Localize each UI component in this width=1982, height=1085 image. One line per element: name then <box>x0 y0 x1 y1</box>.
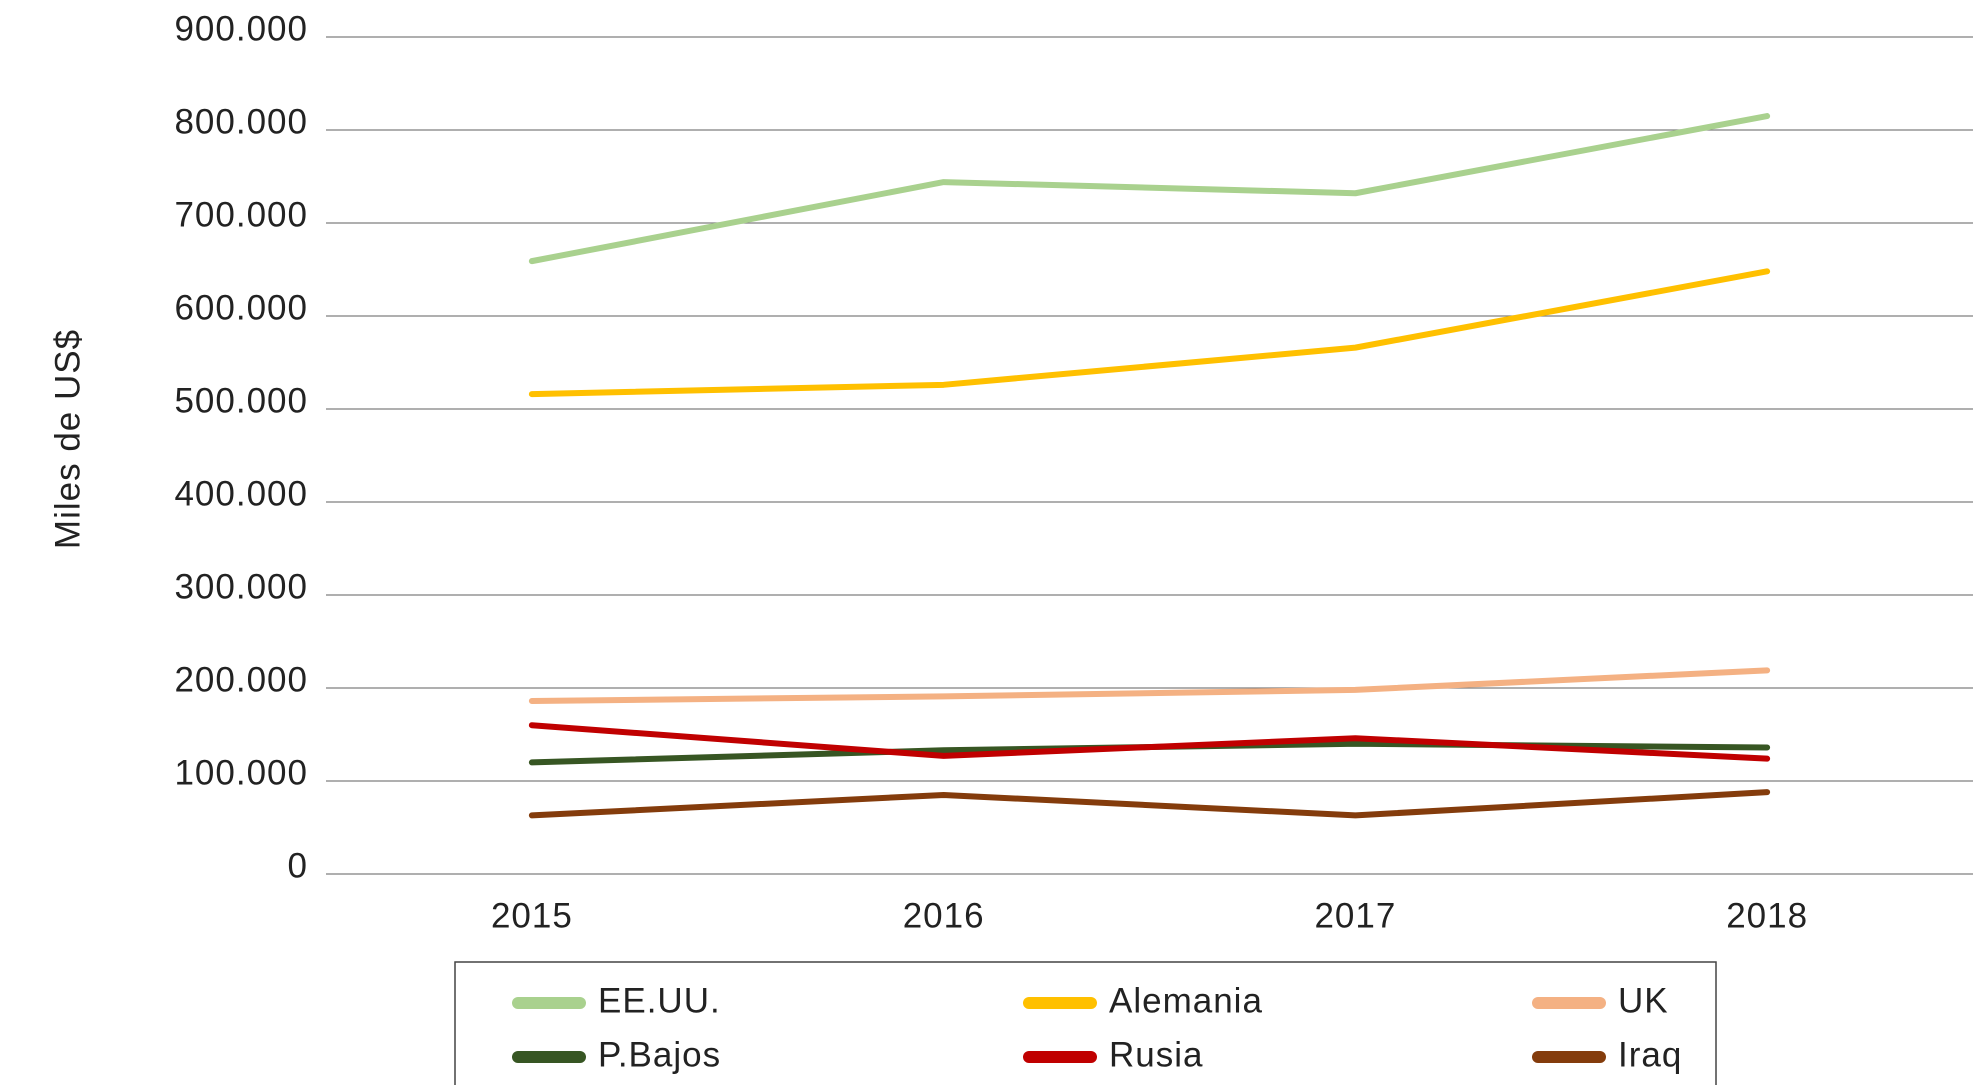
legend-label: P.Bajos <box>598 1035 721 1074</box>
legend-label: Iraq <box>1618 1035 1682 1074</box>
series-line <box>528 667 1771 705</box>
legend-label: EE.UU. <box>598 981 721 1020</box>
series-line <box>528 268 1771 398</box>
y-tick-label: 800.000 <box>174 102 308 141</box>
x-tick-label: 2017 <box>1314 896 1396 935</box>
y-tick-label: 300.000 <box>174 567 308 606</box>
y-tick-label: 400.000 <box>174 474 308 513</box>
x-tick-label: 2018 <box>1726 896 1808 935</box>
y-tick-label: 900.000 <box>174 9 308 48</box>
series-line <box>528 789 1771 819</box>
legend-label: Rusia <box>1109 1035 1203 1074</box>
y-tick-label: 600.000 <box>174 288 308 327</box>
y-tick-label: 0 <box>288 846 308 885</box>
y-tick-label: 100.000 <box>174 753 308 792</box>
legend-label: UK <box>1618 981 1669 1020</box>
y-axis-label: Miles de US$ <box>48 329 87 549</box>
series-line <box>528 113 1771 265</box>
x-tick-label: 2015 <box>491 896 573 935</box>
y-tick-label: 700.000 <box>174 195 308 234</box>
x-tick-label: 2016 <box>903 896 985 935</box>
legend-label: Alemania <box>1109 981 1263 1020</box>
series-line <box>528 722 1771 762</box>
legend-box <box>454 961 1717 1085</box>
y-tick-label: 500.000 <box>174 381 308 420</box>
y-tick-label: 200.000 <box>174 660 308 699</box>
